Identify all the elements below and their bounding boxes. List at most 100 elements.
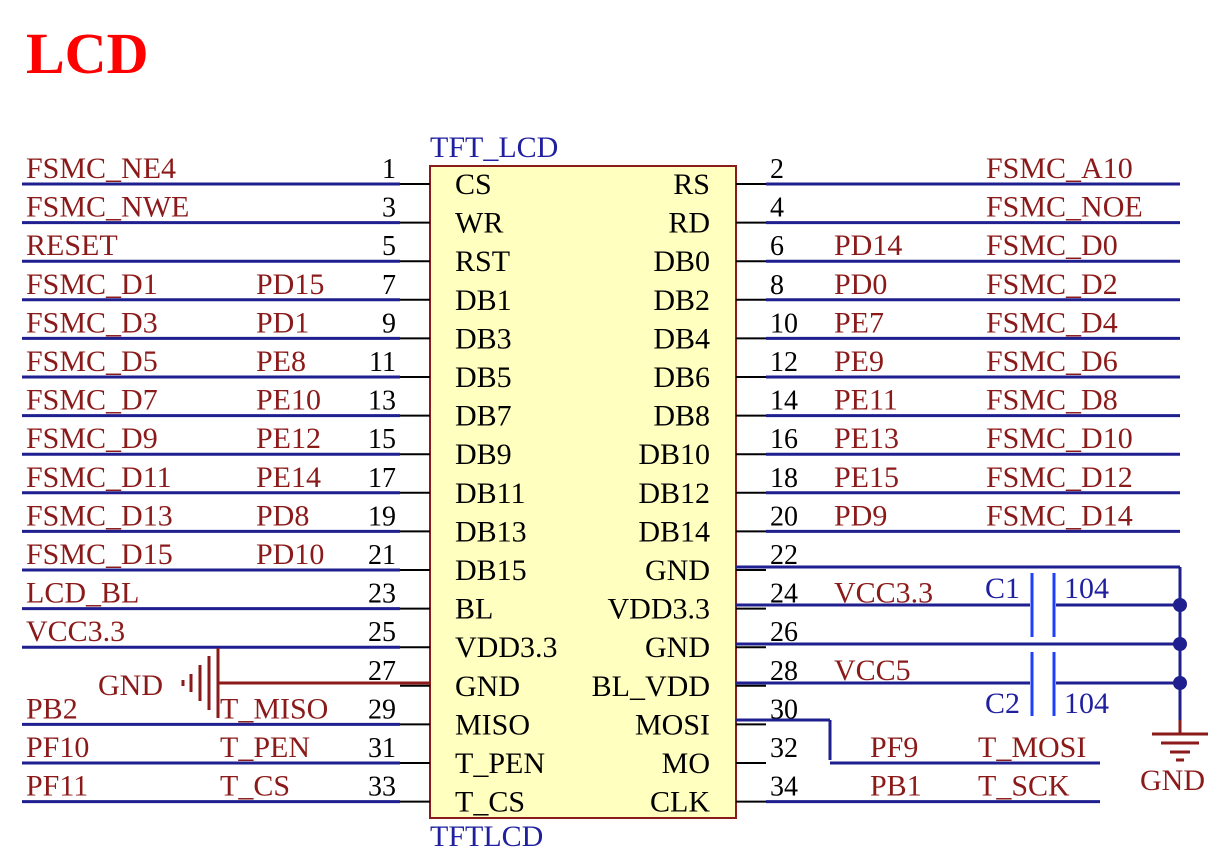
net-label-fsmc_d5: FSMC_D5 — [26, 345, 158, 378]
port-label-pd8: PD8 — [256, 499, 309, 532]
pin-number-23: 23 — [368, 579, 396, 610]
port-label-pe8: PE8 — [256, 345, 306, 378]
pin-number-9: 9 — [382, 308, 396, 339]
c2-value: 104 — [1064, 687, 1109, 720]
net-label-t_mosi: T_MOSI — [978, 731, 1086, 764]
net-label-fsmc_d0: FSMC_D0 — [986, 229, 1118, 262]
port-label-pd10: PD10 — [256, 538, 324, 571]
pin-name-wr: WR — [455, 207, 503, 240]
port-label-pb1: PB1 — [870, 770, 922, 803]
net-label-pf11: PF11 — [26, 770, 88, 803]
pin-number-10: 10 — [770, 308, 798, 339]
net-label-fsmc_d8: FSMC_D8 — [986, 384, 1118, 417]
pin-name-db14: DB14 — [638, 515, 710, 548]
port-label-pd0: PD0 — [834, 268, 887, 301]
pin-name-db0: DB0 — [653, 245, 710, 278]
port-label-pe10: PE10 — [256, 384, 321, 417]
pin-number-21: 21 — [368, 540, 396, 571]
pin-name-miso: MISO — [455, 708, 530, 741]
pin-number-25: 25 — [368, 617, 396, 648]
pin-number-8: 8 — [770, 270, 784, 301]
pin-name-vdd3-3: VDD3.3 — [608, 593, 711, 626]
net-label-t_sck: T_SCK — [978, 770, 1070, 803]
pin-name-db12: DB12 — [638, 477, 710, 510]
net-label-fsmc_d10: FSMC_D10 — [986, 422, 1133, 455]
pin-number-6: 6 — [770, 231, 784, 262]
pin-number-7: 7 — [382, 270, 396, 301]
ground-symbol-right — [1152, 720, 1208, 762]
pin-name-db8: DB8 — [653, 400, 710, 433]
port-label-pd1: PD1 — [256, 306, 309, 339]
pin-name-rd: RD — [668, 207, 710, 240]
port-label-pe13: PE13 — [834, 422, 899, 455]
pin-name-db9: DB9 — [455, 438, 512, 471]
port-label-pe12: PE12 — [256, 422, 321, 455]
c1-value: 104 — [1064, 572, 1109, 605]
pin-number-34: 34 — [770, 772, 798, 803]
pin-number-33: 33 — [368, 772, 396, 803]
net-label-fsmc_a10: FSMC_A10 — [986, 152, 1133, 185]
port-label-vcc5: VCC5 — [834, 654, 911, 687]
pin-name-db7: DB7 — [455, 400, 512, 433]
net-label-fsmc_d6: FSMC_D6 — [986, 345, 1118, 378]
net-label-fsmc_d3: FSMC_D3 — [26, 306, 158, 339]
pin-name-db15: DB15 — [455, 554, 527, 587]
pin-name-db5: DB5 — [455, 361, 512, 394]
net-label-fsmc_ne4: FSMC_NE4 — [26, 152, 176, 185]
pin-name-gnd: GND — [645, 554, 710, 587]
pin-name-db2: DB2 — [653, 284, 710, 317]
c2-ref: C2 — [985, 687, 1020, 720]
pin-name-gnd: GND — [645, 631, 710, 664]
pin-number-4: 4 — [770, 193, 784, 224]
port-label-t_pen: T_PEN — [220, 731, 310, 764]
pin-number-13: 13 — [368, 386, 396, 417]
port-label-pd15: PD15 — [256, 268, 324, 301]
gnd-label-right: GND — [1140, 764, 1205, 797]
port-label-t_miso: T_MISO — [220, 692, 328, 725]
pin-number-17: 17 — [368, 463, 396, 494]
junction-dot — [1173, 637, 1187, 651]
pin-name-bl-vdd: BL_VDD — [592, 670, 710, 703]
pin-name-clk: CLK — [650, 786, 710, 819]
net-label-fsmc_d13: FSMC_D13 — [26, 499, 173, 532]
pin-number-19: 19 — [368, 501, 396, 532]
port-label-pd14: PD14 — [834, 229, 902, 262]
component-footprint: TFTLCD — [430, 820, 543, 853]
pin-name-bl: BL — [455, 593, 493, 626]
gnd-label-left: GND — [98, 669, 163, 702]
net-label-fsmc_d7: FSMC_D7 — [26, 384, 158, 417]
pin-number-1: 1 — [382, 154, 396, 185]
net-label-fsmc_d15: FSMC_D15 — [26, 538, 173, 571]
net-label-pf10: PF10 — [26, 731, 89, 764]
port-label-pe7: PE7 — [834, 306, 884, 339]
pin-name-mosi: MOSI — [635, 708, 710, 741]
port-label-pf9: PF9 — [870, 731, 918, 764]
pin-name-db13: DB13 — [455, 515, 527, 548]
net-label-pb2: PB2 — [26, 692, 78, 725]
pin-name-db6: DB6 — [653, 361, 710, 394]
junction-dot — [1173, 598, 1187, 612]
pin-name-mo: MO — [662, 747, 710, 780]
c1-ref: C1 — [985, 572, 1020, 605]
pin-number-5: 5 — [382, 231, 396, 262]
net-label-lcd_bl: LCD_BL — [26, 577, 139, 610]
pin-name-vdd3-3: VDD3.3 — [455, 631, 558, 664]
port-label-pe14: PE14 — [256, 461, 321, 494]
pin-number-3: 3 — [382, 193, 396, 224]
pin-name-cs: CS — [455, 168, 492, 201]
port-label-pe15: PE15 — [834, 461, 899, 494]
port-label-pe11: PE11 — [834, 384, 898, 417]
port-label-pe9: PE9 — [834, 345, 884, 378]
pin-number-15: 15 — [368, 424, 396, 455]
left-pin-group: 1 CS FSMC_NE4 3 WR FSMC_NWE 5 RST RESET 7 DB1 FSMC_… — [22, 152, 558, 819]
component-designator: TFT_LCD — [430, 131, 558, 164]
tft-lcd-component — [429, 165, 737, 819]
pin-number-32: 32 — [770, 733, 798, 764]
port-label-pd9: PD9 — [834, 499, 887, 532]
pin-number-31: 31 — [368, 733, 396, 764]
net-label-fsmc_d11: FSMC_D11 — [26, 461, 172, 494]
pin-name-db3: DB3 — [455, 322, 512, 355]
net-label-fsmc_noe: FSMC_NOE — [986, 191, 1143, 224]
pin-number-11: 11 — [369, 347, 396, 378]
